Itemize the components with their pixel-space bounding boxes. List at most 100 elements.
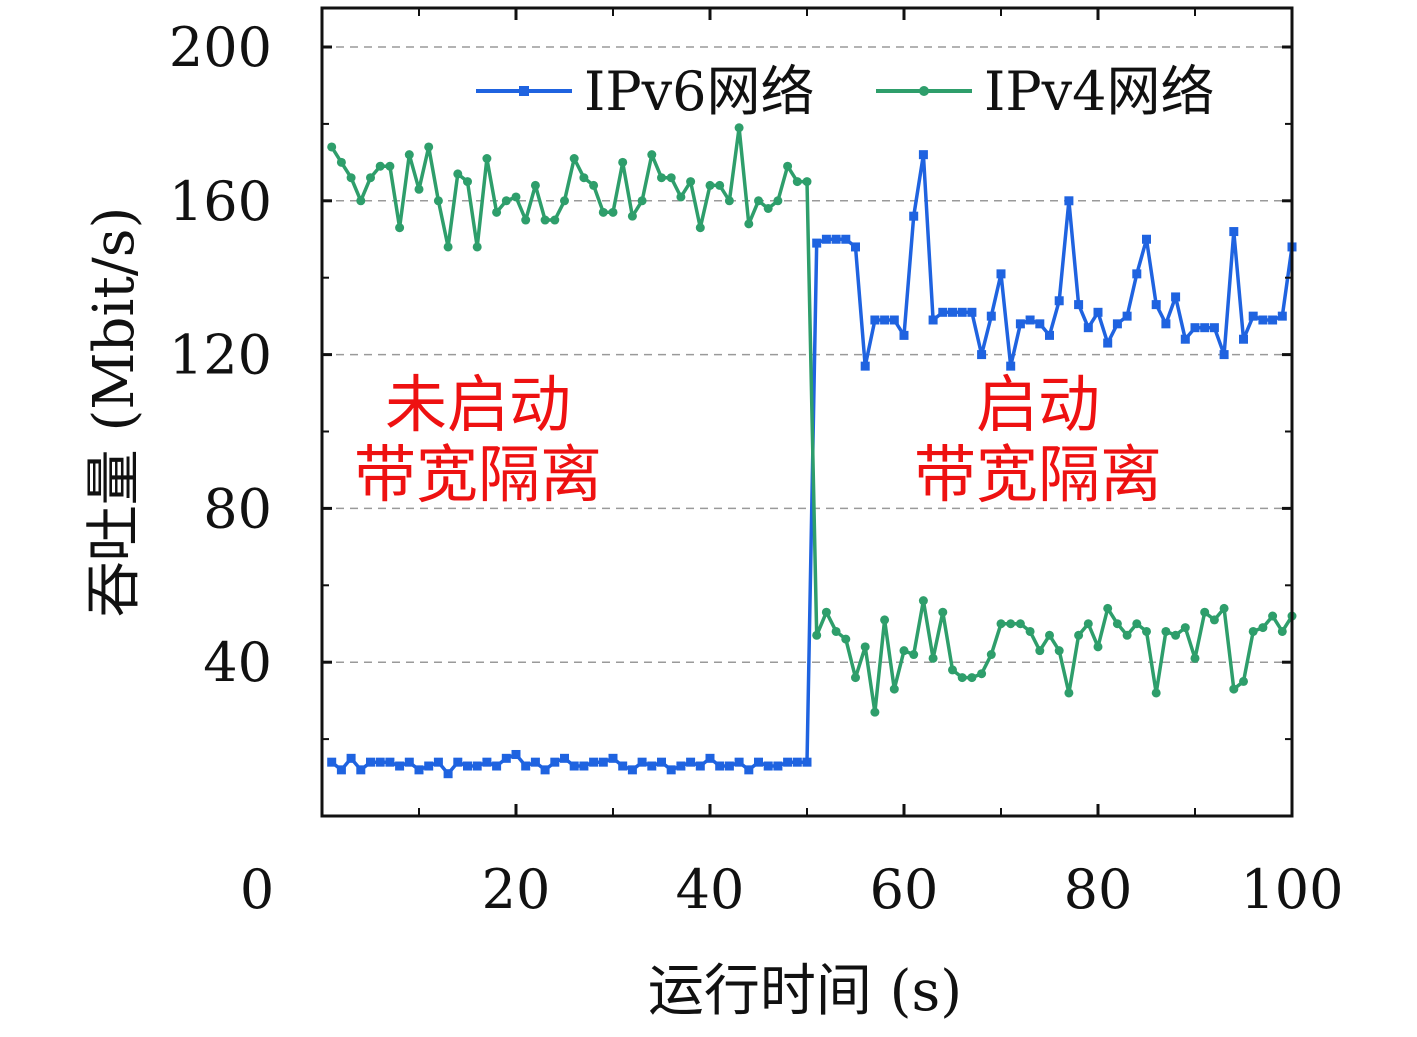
legend-marker-ipv4 (919, 86, 929, 96)
data-point-ipv6 (1277, 311, 1287, 321)
data-point-ipv6 (589, 757, 599, 767)
data-point-ipv4 (424, 142, 434, 152)
data-point-ipv6 (1122, 311, 1132, 321)
data-point-ipv6 (598, 757, 608, 767)
data-point-ipv4 (395, 223, 405, 233)
data-point-ipv6 (1112, 319, 1122, 329)
data-point-ipv4 (783, 161, 793, 171)
data-point-ipv4 (860, 642, 870, 652)
data-point-ipv4 (608, 207, 618, 217)
annotation-after-line2: 带宽隔离 (914, 438, 1162, 511)
data-point-ipv4 (356, 196, 366, 206)
data-point-ipv6 (550, 757, 560, 767)
data-point-ipv6 (1180, 334, 1190, 344)
tick-label-x-60: 60 (870, 858, 939, 921)
data-point-ipv4 (482, 154, 492, 164)
data-point-ipv6 (433, 757, 443, 767)
data-point-ipv4 (909, 650, 919, 660)
data-point-ipv6 (773, 761, 783, 771)
data-point-ipv6 (1248, 311, 1258, 321)
data-point-ipv6 (521, 761, 531, 771)
data-point-ipv4 (802, 177, 812, 187)
data-point-ipv4 (569, 154, 579, 164)
tick-label-y-200: 200 (169, 16, 272, 79)
data-point-ipv4 (521, 215, 531, 225)
data-point-ipv4 (754, 196, 763, 206)
annotation-before-isolation: 未启动 带宽隔离 (354, 368, 602, 511)
data-point-ipv6 (1209, 323, 1219, 333)
data-point-ipv4 (511, 192, 521, 202)
data-point-ipv4 (414, 184, 424, 194)
data-point-ipv6 (453, 757, 463, 767)
data-point-ipv6 (1025, 315, 1035, 325)
data-point-ipv6 (666, 765, 676, 775)
data-point-ipv4 (1171, 630, 1181, 640)
data-point-ipv6 (404, 757, 414, 767)
data-point-ipv4 (763, 203, 773, 213)
data-point-ipv4 (472, 242, 482, 252)
data-point-ipv6 (492, 761, 502, 771)
data-point-ipv6 (792, 757, 802, 767)
data-point-ipv6 (618, 761, 628, 771)
data-point-ipv6 (1190, 323, 1200, 333)
data-point-ipv6 (1035, 319, 1045, 329)
data-point-ipv4 (375, 161, 385, 171)
data-point-ipv4 (705, 180, 715, 190)
annotation-after-isolation: 启动 带宽隔离 (914, 368, 1162, 511)
data-point-ipv6 (821, 234, 831, 244)
series-layer (327, 123, 1297, 779)
legend-label-ipv4: IPv4网络 (984, 60, 1215, 123)
data-point-ipv4 (899, 646, 909, 656)
data-point-ipv4 (1093, 642, 1103, 652)
data-point-ipv6 (540, 765, 550, 775)
data-point-ipv4 (598, 207, 608, 217)
data-point-ipv6 (889, 315, 899, 325)
data-point-ipv4 (1122, 630, 1132, 640)
data-point-ipv6 (754, 757, 763, 767)
data-point-ipv4 (1268, 611, 1278, 621)
data-point-ipv6 (414, 765, 424, 775)
data-point-ipv4 (1112, 619, 1122, 629)
data-point-ipv6 (1132, 269, 1142, 279)
data-point-ipv4 (550, 215, 560, 225)
annotation-after-line1: 启动 (976, 368, 1100, 441)
data-point-ipv6 (637, 757, 647, 767)
data-point-ipv4 (792, 177, 802, 187)
data-point-ipv6 (1171, 292, 1181, 302)
data-point-ipv6 (424, 761, 434, 771)
series-ipv4 (327, 123, 1297, 717)
data-point-ipv6 (356, 765, 366, 775)
data-point-ipv4 (1054, 646, 1064, 656)
data-point-ipv4 (889, 684, 899, 694)
data-point-ipv4 (530, 180, 540, 190)
data-point-ipv4 (618, 157, 628, 167)
data-point-ipv6 (928, 315, 938, 325)
data-point-ipv6 (1093, 307, 1103, 317)
data-point-ipv6 (948, 307, 957, 317)
data-point-ipv4 (734, 123, 744, 133)
tick-label-y-80: 80 (203, 477, 272, 540)
data-point-ipv4 (1200, 607, 1210, 617)
data-point-ipv4 (492, 207, 502, 217)
data-point-ipv6 (744, 765, 754, 775)
data-point-ipv6 (1229, 227, 1239, 237)
data-point-ipv4 (1015, 619, 1025, 629)
data-point-ipv4 (1229, 684, 1239, 694)
data-point-ipv6 (501, 753, 511, 763)
data-point-ipv4 (647, 150, 657, 160)
data-point-ipv4 (812, 630, 822, 640)
data-point-ipv6 (676, 761, 686, 771)
data-point-ipv4 (336, 157, 346, 167)
data-point-ipv6 (395, 761, 405, 771)
data-point-ipv4 (366, 173, 375, 183)
data-point-ipv4 (676, 192, 686, 202)
data-point-ipv6 (977, 350, 987, 360)
data-point-ipv6 (851, 242, 860, 252)
data-point-ipv6 (724, 761, 734, 771)
annotation-before-line1: 未启动 (385, 368, 571, 441)
data-point-ipv4 (724, 196, 734, 206)
data-point-ipv4 (831, 626, 841, 636)
data-point-ipv4 (453, 169, 463, 179)
data-point-ipv4 (1074, 630, 1084, 640)
data-point-ipv4 (1045, 630, 1054, 640)
